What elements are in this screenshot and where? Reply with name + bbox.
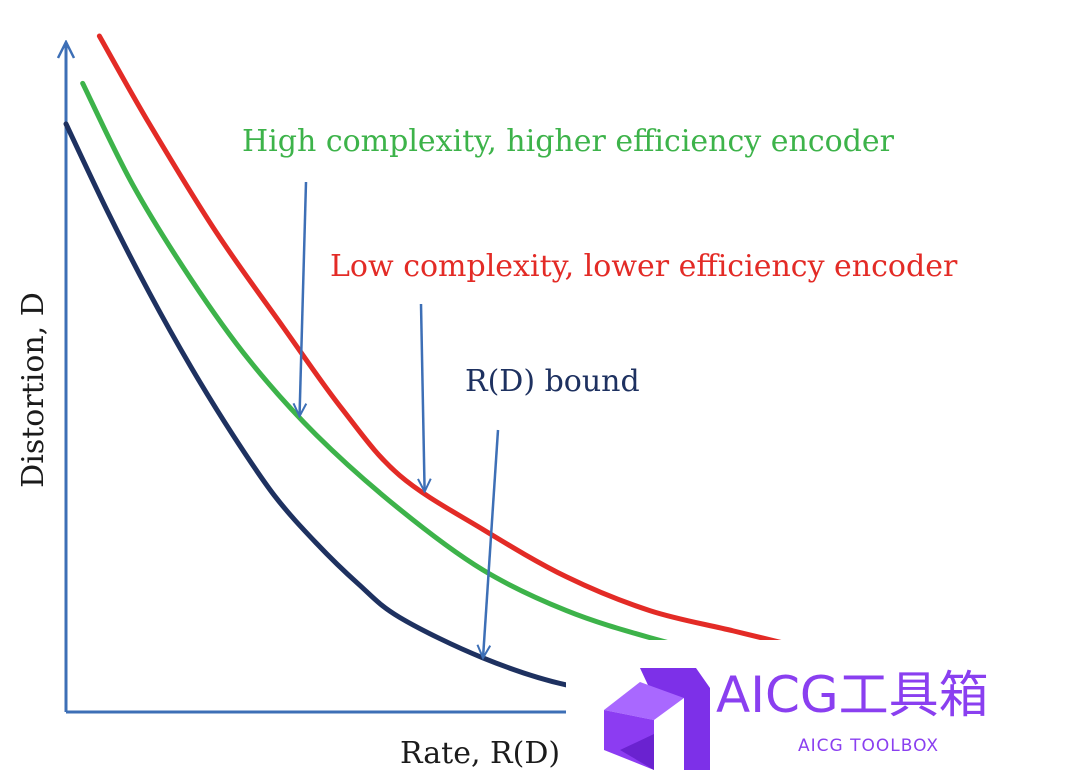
annotation-arrow-1 (300, 181, 308, 416)
annotation-arrow-3 (483, 429, 500, 658)
watermark: AICG工具箱 AICG TOOLBOX (566, 640, 1080, 780)
annotation-rd-bound: R(D) bound (465, 364, 640, 399)
y-axis-label: Distortion, D (16, 292, 51, 488)
annotation-high-complexity: High complexity, higher efficiency encod… (242, 124, 895, 159)
toolbox-logo-icon (604, 668, 710, 770)
series-line-3 (63, 121, 903, 705)
watermark-subtitle: AICG TOOLBOX (798, 736, 940, 756)
annotation-arrow-2 (421, 303, 425, 492)
annotation-low-complexity: Low complexity, lower efficiency encoder (330, 249, 958, 284)
annotation-arrows (300, 181, 500, 658)
watermark-title: AICG工具箱 (716, 666, 989, 724)
x-axis-label: Rate, R(D) (400, 736, 560, 771)
